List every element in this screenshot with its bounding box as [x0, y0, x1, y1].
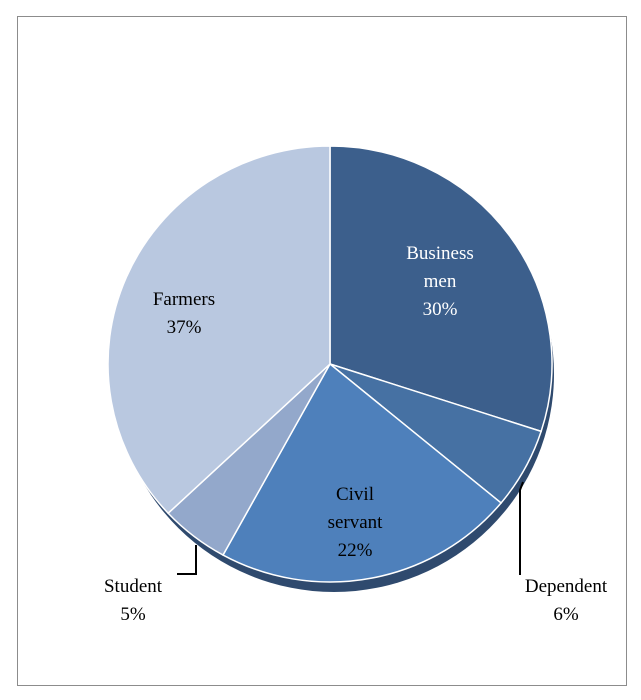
slice-label-civil-servant: Civil servant 22% — [328, 484, 384, 561]
slice-label-business-men: Business men 30% — [406, 243, 474, 320]
pie-slice-farmers — [107, 145, 331, 515]
slice-label-dependent: Dependent 6% — [525, 576, 608, 625]
slice-label-farmers: Farmers 37% — [153, 289, 215, 338]
pie-slice-civil-servant — [222, 362, 503, 583]
leader-line-student — [177, 545, 197, 575]
pie-slice-business-men — [329, 145, 553, 433]
leader-line-dependent — [519, 481, 524, 575]
slice-label-student: Student 5% — [104, 576, 163, 625]
